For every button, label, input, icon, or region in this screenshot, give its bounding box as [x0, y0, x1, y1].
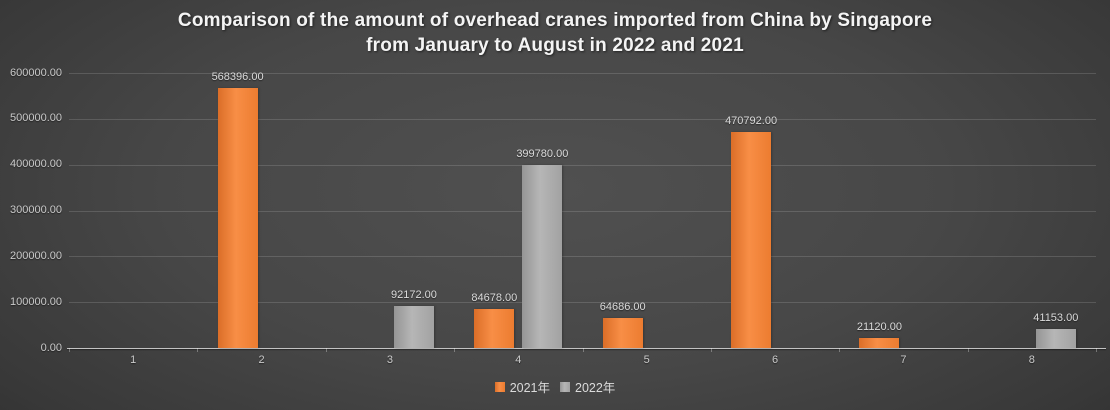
bar-2022年-cat8[interactable] [1035, 329, 1076, 348]
x-axis-label: 8 [1028, 354, 1035, 366]
x-axis-tick [325, 348, 327, 352]
legend-item-2021年[interactable]: 2021年 [494, 377, 550, 396]
bar-value-label: 568396.00 [211, 70, 264, 83]
y-axis-label: 100000.00 [10, 295, 62, 308]
chart-title: Comparison of the amount of overhead cra… [0, 8, 1110, 58]
x-axis-label: 7 [900, 354, 907, 366]
x-axis-label: 4 [515, 354, 522, 366]
x-axis-tick [197, 348, 199, 352]
gridline [69, 73, 1096, 74]
y-axis-label: 400000.00 [10, 158, 62, 171]
x-axis-tick [69, 348, 70, 352]
chart-title-line1: Comparison of the amount of overhead cra… [177, 10, 933, 31]
gridline [69, 302, 1096, 304]
gridline [69, 118, 1096, 120]
bar-value-label: 470792.00 [725, 115, 778, 128]
bar-value-label: 84678.00 [471, 292, 518, 305]
legend-item-2022年[interactable]: 2022年 [560, 377, 615, 396]
legend-label: 2021年 [509, 381, 550, 395]
y-axis-label: 0.00 [40, 341, 62, 354]
axis-baseline [67, 348, 1106, 349]
chart-title-line2: from January to August in 2022 and 2021 [366, 35, 744, 56]
bar-2022年-cat3[interactable] [393, 305, 434, 348]
bar-value-label: 21120.00 [856, 321, 902, 334]
x-axis-tick [710, 348, 712, 352]
y-axis-label: 600000.00 [10, 66, 62, 79]
bar-2021年-cat5[interactable] [602, 318, 643, 348]
y-axis-label: 500000.00 [10, 112, 62, 125]
y-axis-label: 300000.00 [10, 204, 62, 216]
x-axis-label: 1 [130, 354, 137, 366]
y-axis-label: 200000.00 [10, 249, 62, 262]
bar-value-label: 399780.00 [516, 147, 569, 160]
bar-2021年-cat6[interactable] [731, 132, 772, 348]
bar-2021年-cat7[interactable] [859, 338, 900, 348]
x-axis-label: 2 [258, 354, 265, 366]
x-axis-label: 6 [772, 354, 779, 366]
x-axis-tick [454, 348, 456, 352]
bar-2022年-cat4[interactable] [522, 164, 563, 348]
gridline [69, 164, 1096, 166]
x-axis-label: 3 [386, 354, 393, 366]
gridline [69, 210, 1096, 212]
bar-value-label: 64686.00 [599, 301, 646, 314]
gridline [69, 256, 1096, 258]
bar-value-label: 92172.00 [390, 288, 437, 301]
legend-label: 2022年 [575, 381, 616, 395]
bar-2021年-cat2[interactable] [217, 87, 258, 348]
legend-swatch [560, 381, 570, 392]
x-axis-tick [839, 348, 841, 352]
legend: 2021年 2022年 [0, 377, 1110, 396]
x-axis-tick [1096, 348, 1097, 352]
legend-swatch [494, 381, 505, 392]
bar-value-label: 41153.00 [1033, 312, 1079, 325]
bar-2021年-cat4[interactable] [474, 309, 515, 348]
x-axis-label: 5 [643, 354, 650, 366]
x-axis-tick [967, 348, 969, 352]
plot-area: 568396.00 84678.00 64686.00 470792.00 21120.… [67, 70, 1106, 349]
x-axis-tick [582, 348, 584, 352]
